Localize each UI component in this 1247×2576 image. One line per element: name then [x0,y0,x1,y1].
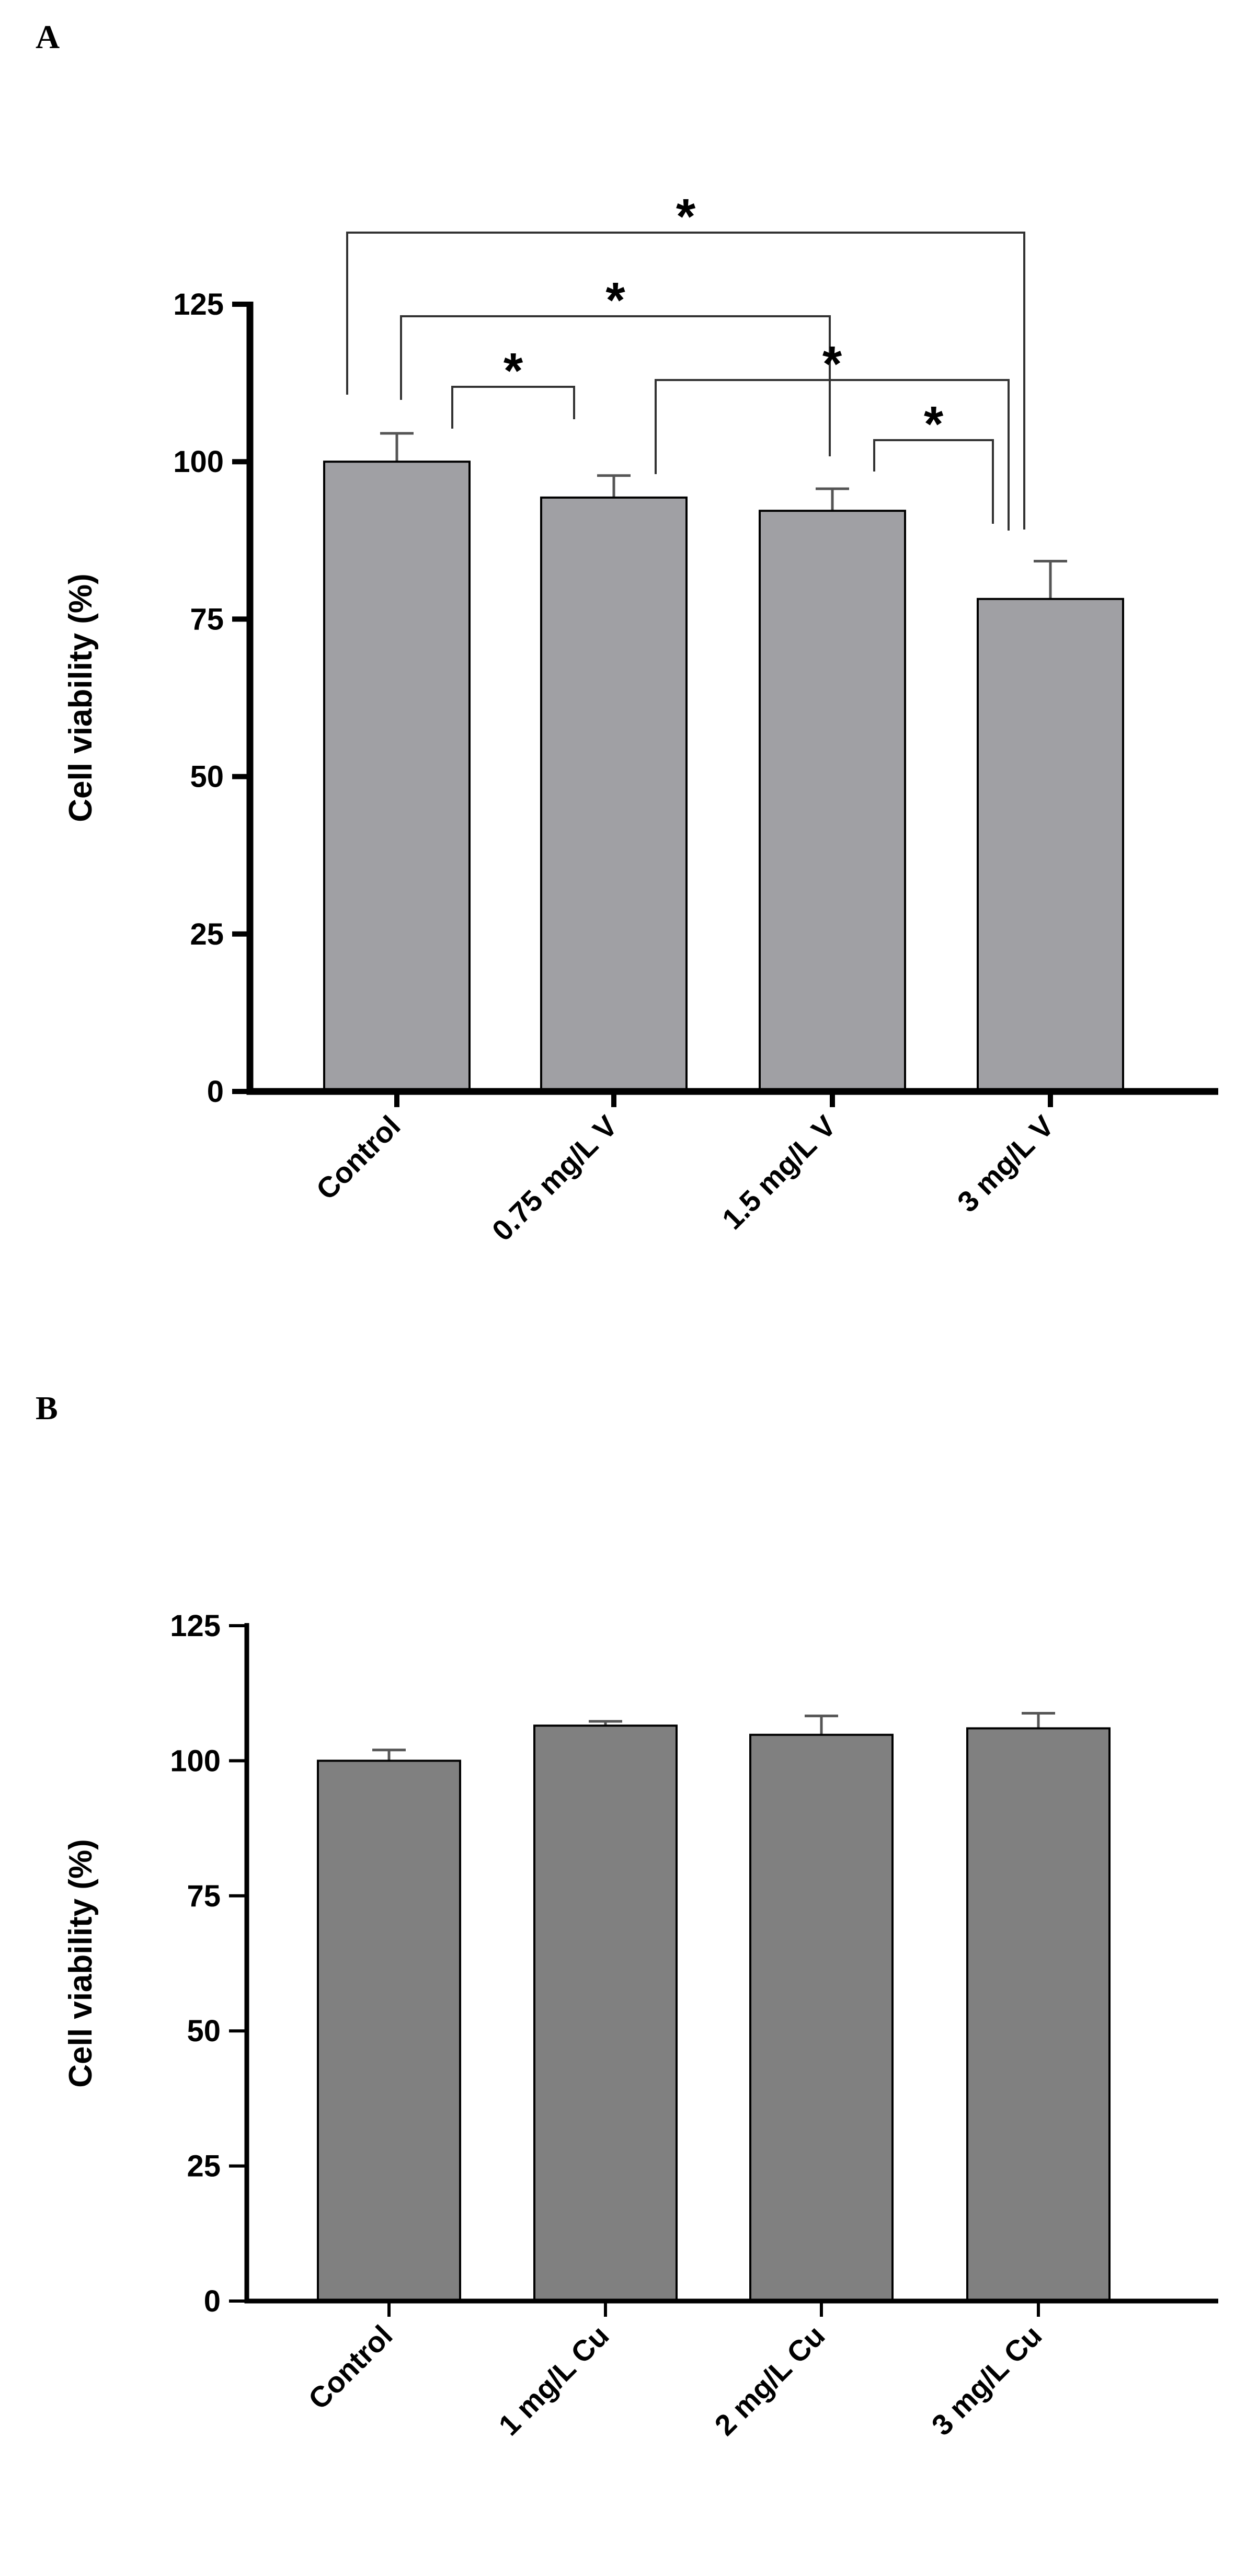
significance-bracket-1 [451,386,575,429]
y-tick-label-25: 25 [190,917,224,951]
significance-star-4: * [822,336,842,392]
category-label-2-mg-l-cu: 2 mg/L Cu [708,2319,831,2442]
category-label-control: Control [310,1109,406,1206]
category-label-3-mg-l-v: 3 mg/L V [951,1109,1060,1218]
category-label-3-mg-l-cu: 3 mg/L Cu [925,2319,1048,2442]
bar-0-75-mg-l-v [540,496,688,1092]
y-tick-label-125: 125 [173,288,224,321]
y-tick-label-0: 0 [204,2284,221,2318]
y-tick-label-25: 25 [187,2149,221,2183]
chart-panel-a: A Control 0.75 mg/L V 1.5 mg/L V 3 mg/L V 0 25… [36,18,1218,1247]
bar-control [317,1760,461,2302]
y-tick-label-100: 100 [170,1744,221,1778]
y-tick-label-75: 75 [190,602,224,636]
significance-star-2: * [605,272,625,328]
category-label-1-mg-l-cu: 1 mg/L Cu [492,2319,615,2442]
y-tick-label-50: 50 [190,760,224,794]
significance-bracket-5 [873,439,994,524]
significance-star-5: * [924,396,944,452]
bar-3-mg-l-v [977,597,1124,1093]
significance-bracket-2 [400,315,831,456]
y-tick-label-50: 50 [187,2014,221,2048]
chart-panel-b: B Control 1 mg/L Cu 2 mg/L Cu 3 mg/L Cu 0 25 50… [36,1389,1218,2442]
panel-letter-b: B [36,1389,58,1427]
bar-2-mg-l-cu [749,1733,894,2302]
bar-3-mg-l-cu [966,1727,1111,2302]
bar-1-5-mg-l-v [759,510,906,1092]
significance-bracket-4 [655,379,1010,531]
significance-star-3: * [676,189,696,245]
y-tick-label-75: 75 [187,1879,221,1913]
category-label-0-75-mg-l-v: 0.75 mg/L V [486,1109,624,1247]
significance-star-1: * [504,343,523,399]
category-label-control: Control [302,2319,398,2416]
panel-letter-a: A [36,18,60,55]
bar-1-mg-l-cu [533,1724,678,2303]
y-axis-title: Cell viability (%) [63,573,99,822]
category-label-1-5-mg-l-v: 1.5 mg/L V [716,1109,842,1236]
y-tick-label-125: 125 [170,1609,221,1643]
bar-control [323,461,471,1093]
y-tick-label-100: 100 [173,445,224,479]
y-tick-label-0: 0 [207,1075,224,1109]
significance-bracket-3 [346,232,1025,530]
y-axis-title: Cell viability (%) [63,1839,99,2087]
